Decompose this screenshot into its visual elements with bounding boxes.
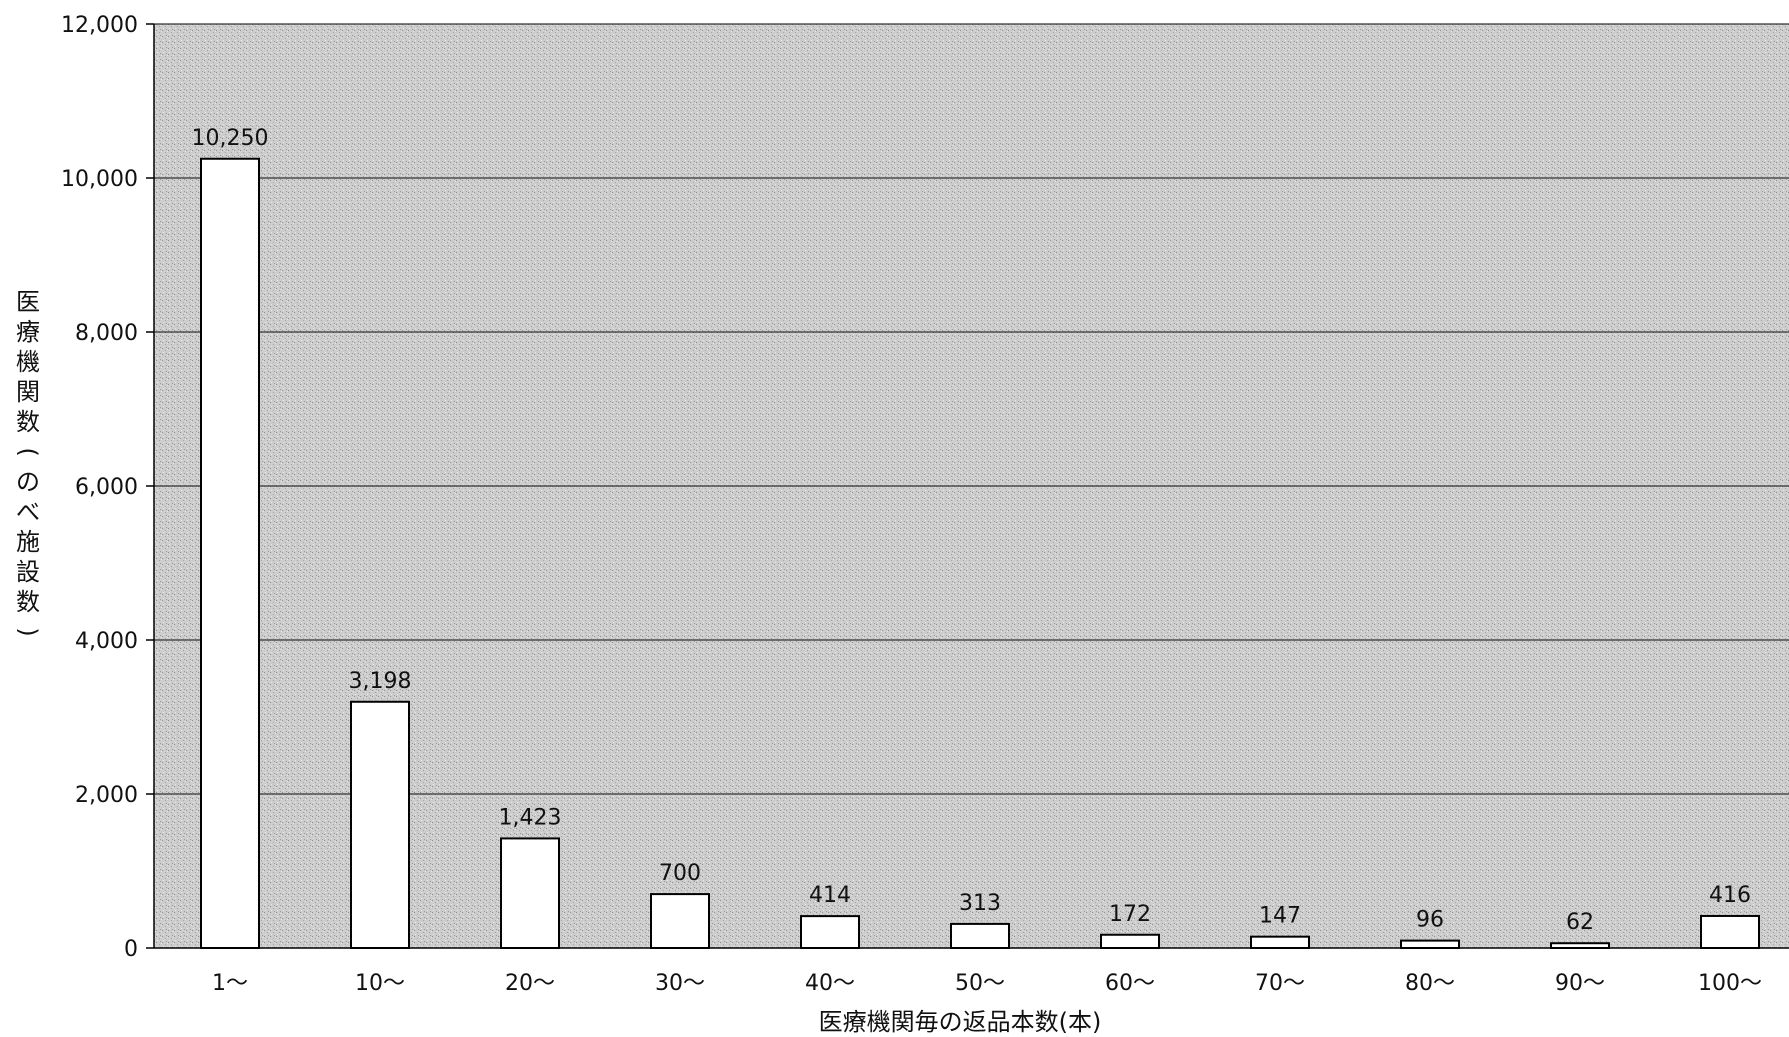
x-axis-ticks: 1〜 10〜 20〜 30〜 40〜 50〜 60〜 70〜 80〜 90〜 100〜 [212, 971, 1762, 996]
y-axis-title-char: 数 [16, 408, 40, 436]
y-tick-label: 4,000 [75, 629, 138, 654]
y-axis-title-char: 関 [16, 378, 40, 406]
y-tick-label: 8,000 [75, 321, 138, 346]
y-axis-title-char: ( [14, 447, 42, 456]
y-tick-label: 6,000 [75, 475, 138, 500]
x-tick-label: 30〜 [655, 971, 705, 996]
bar-5 [800, 915, 860, 950]
y-axis-title-char: 機 [16, 348, 40, 376]
x-tick-label: 20〜 [505, 971, 555, 996]
data-label: 10,250 [192, 126, 269, 151]
x-tick-label: 70〜 [1255, 971, 1305, 996]
data-label: 3,198 [349, 669, 412, 694]
x-tick-label: 10〜 [355, 971, 405, 996]
bar-4 [650, 893, 710, 949]
y-axis-title-char: ) [14, 627, 42, 636]
x-tick-label: 50〜 [955, 971, 1005, 996]
data-label: 96 [1416, 908, 1444, 933]
y-tick-label: 0 [124, 937, 138, 962]
x-tick-label: 80〜 [1405, 971, 1455, 996]
data-label: 147 [1259, 904, 1301, 929]
data-label: 313 [959, 891, 1001, 916]
x-tick-label: 60〜 [1105, 971, 1155, 996]
data-labels: 10,250 3,198 1,423 700 414 313 172 147 96 62 416 [192, 126, 1751, 935]
data-label: 414 [809, 883, 851, 908]
y-axis-title-char: の [16, 468, 40, 496]
y-tick-label: 10,000 [61, 167, 138, 192]
y-tick-label: 12,000 [61, 13, 138, 38]
y-axis-title-char: 設 [16, 558, 40, 586]
gridlines [154, 23, 1789, 795]
y-tick-label: 2,000 [75, 783, 138, 808]
x-tick-label: 100〜 [1698, 971, 1762, 996]
x-tick-label: 1〜 [212, 971, 248, 996]
bar-9 [1400, 939, 1460, 949]
data-label: 700 [659, 861, 701, 886]
bar-8 [1250, 935, 1310, 950]
y-axis-title-char: 施 [16, 528, 40, 556]
data-label: 1,423 [499, 805, 562, 830]
bar-7 [1100, 933, 1160, 949]
bars [200, 157, 1760, 950]
y-axis-title-char: 医 [16, 288, 40, 316]
data-label: 172 [1109, 902, 1151, 927]
x-tick-label: 90〜 [1555, 971, 1605, 996]
y-axis-title-char: 数 [16, 588, 40, 616]
x-tick-label: 40〜 [805, 971, 855, 996]
y-axis-title-char: 療 [16, 318, 40, 346]
data-label: 62 [1566, 910, 1594, 935]
bar-3 [500, 837, 560, 950]
bar-6 [950, 922, 1010, 949]
x-axis-title: 医療機関毎の返品本数(本) [819, 1008, 1102, 1036]
y-axis-ticks: 0 2,000 4,000 6,000 8,000 10,000 12,000 [61, 13, 154, 962]
y-axis-title-char: べ [16, 498, 40, 526]
bar-2 [350, 700, 410, 950]
bar-11 [1700, 914, 1760, 950]
bar-1 [200, 157, 260, 949]
data-label: 416 [1709, 883, 1751, 908]
